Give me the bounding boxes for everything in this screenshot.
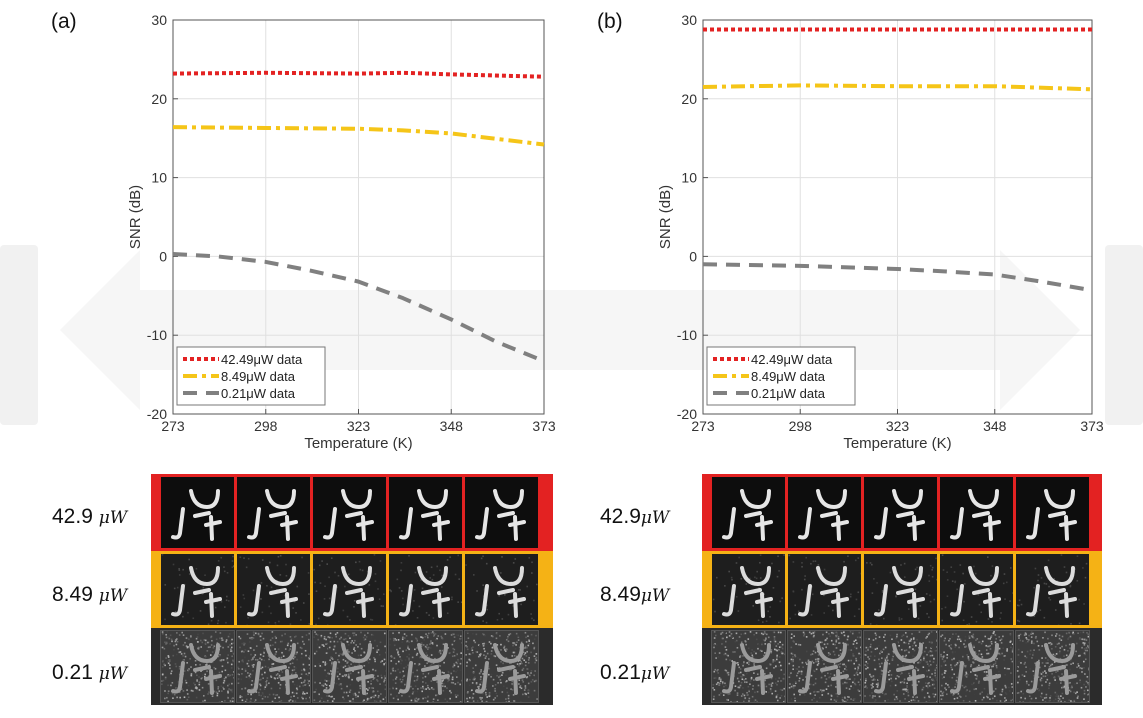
image-row-low xyxy=(151,628,553,705)
row-power-unit: μW xyxy=(99,508,128,528)
x-axis-label: Temperature (K) xyxy=(843,435,951,452)
image-tile xyxy=(940,554,1013,625)
y-tick-label: -20 xyxy=(677,406,697,422)
y-tick-label: 10 xyxy=(151,170,167,186)
image-tile xyxy=(237,477,310,548)
row-power-value: 0.21 xyxy=(600,661,641,684)
image-row-mid xyxy=(702,551,1102,628)
legend-label: 0.21μW data xyxy=(221,386,296,401)
image-row-mid xyxy=(151,551,553,628)
y-tick-label: -10 xyxy=(147,327,167,343)
image-tile xyxy=(1016,477,1089,548)
image-tile xyxy=(940,631,1013,702)
image-tile xyxy=(864,477,937,548)
x-tick-label: 348 xyxy=(983,418,1007,434)
panel-label: (b) xyxy=(597,10,623,33)
image-tile xyxy=(389,631,462,702)
image-tile xyxy=(465,554,538,625)
image-tile xyxy=(864,631,937,702)
y-axis-label: SNR (dB) xyxy=(127,185,144,249)
image-row-high xyxy=(702,474,1102,551)
image-tile xyxy=(237,631,310,702)
y-tick-label: -20 xyxy=(147,406,167,422)
x-axis-label: Temperature (K) xyxy=(304,435,412,452)
image-tile xyxy=(788,631,861,702)
y-tick-label: 20 xyxy=(681,91,697,107)
chart-a-legend: 42.49μW data 8.49μW data 0.21μW data xyxy=(177,347,325,405)
row-power-value: 0.21 xyxy=(52,661,93,684)
row-power-unit: μW xyxy=(641,664,670,684)
row-label-mid: 8.49μW xyxy=(600,583,669,607)
row-label-low: 0.21μW xyxy=(600,661,669,685)
legend-label: 8.49μW data xyxy=(751,369,826,384)
x-tick-label: 373 xyxy=(1080,418,1104,434)
image-tile xyxy=(712,477,785,548)
row-power-unit: μW xyxy=(99,664,128,684)
x-tick-label: 323 xyxy=(347,418,371,434)
image-tile xyxy=(788,477,861,548)
row-power-value: 42.9 xyxy=(600,505,641,528)
x-tick-label: 348 xyxy=(440,418,464,434)
row-label-low: 0.21 μW xyxy=(52,661,127,685)
image-tile xyxy=(465,631,538,702)
image-tile xyxy=(1016,631,1089,702)
image-tile xyxy=(313,477,386,548)
chart-a: (a) 273 298 323 348 373 -20 -10 0 10 20 30 Tempera… xyxy=(0,0,571,460)
image-tile xyxy=(712,554,785,625)
row-power-value: 8.49 xyxy=(600,583,641,606)
x-tick-label: 373 xyxy=(532,418,556,434)
image-row-high xyxy=(151,474,553,551)
image-tile xyxy=(313,631,386,702)
image-tile xyxy=(161,631,234,702)
y-tick-label: 20 xyxy=(151,91,167,107)
panel-label: (a) xyxy=(51,10,77,33)
row-power-unit: μW xyxy=(641,508,670,528)
chart-b-legend: 42.49μW data 8.49μW data 0.21μW data xyxy=(707,347,855,405)
row-power-unit: μW xyxy=(99,586,128,606)
image-row-low xyxy=(702,628,1102,705)
row-power-unit: μW xyxy=(641,586,670,606)
image-tile xyxy=(389,477,462,548)
x-tick-label: 298 xyxy=(254,418,278,434)
row-power-value: 42.9 xyxy=(52,505,93,528)
row-label-mid: 8.49 μW xyxy=(52,583,127,607)
image-tile xyxy=(940,477,1013,548)
image-tile xyxy=(389,554,462,625)
image-tile xyxy=(864,554,937,625)
y-tick-label: 0 xyxy=(689,248,697,264)
row-label-high: 42.9 μW xyxy=(52,505,127,529)
image-tile xyxy=(712,631,785,702)
chart-b: (b) 273 298 323 348 373 -20 -10 0 10 20 30 Tempera… xyxy=(571,0,1143,460)
y-tick-label: 10 xyxy=(681,170,697,186)
legend-label: 42.49μW data xyxy=(221,352,303,367)
x-tick-label: 298 xyxy=(789,418,813,434)
image-tile xyxy=(313,554,386,625)
legend-label: 42.49μW data xyxy=(751,352,833,367)
row-power-value: 8.49 xyxy=(52,583,93,606)
y-axis-label: SNR (dB) xyxy=(657,185,674,249)
legend-label: 0.21μW data xyxy=(751,386,826,401)
x-tick-label: 323 xyxy=(886,418,910,434)
image-tile xyxy=(161,554,234,625)
y-tick-label: 30 xyxy=(151,12,167,28)
y-tick-label: -10 xyxy=(677,327,697,343)
legend-label: 8.49μW data xyxy=(221,369,296,384)
y-tick-label: 0 xyxy=(159,248,167,264)
image-tile xyxy=(465,477,538,548)
image-tile xyxy=(788,554,861,625)
y-tick-label: 30 xyxy=(681,12,697,28)
image-tile xyxy=(1016,554,1089,625)
image-tile xyxy=(161,477,234,548)
image-tile xyxy=(237,554,310,625)
row-label-high: 42.9μW xyxy=(600,505,669,529)
